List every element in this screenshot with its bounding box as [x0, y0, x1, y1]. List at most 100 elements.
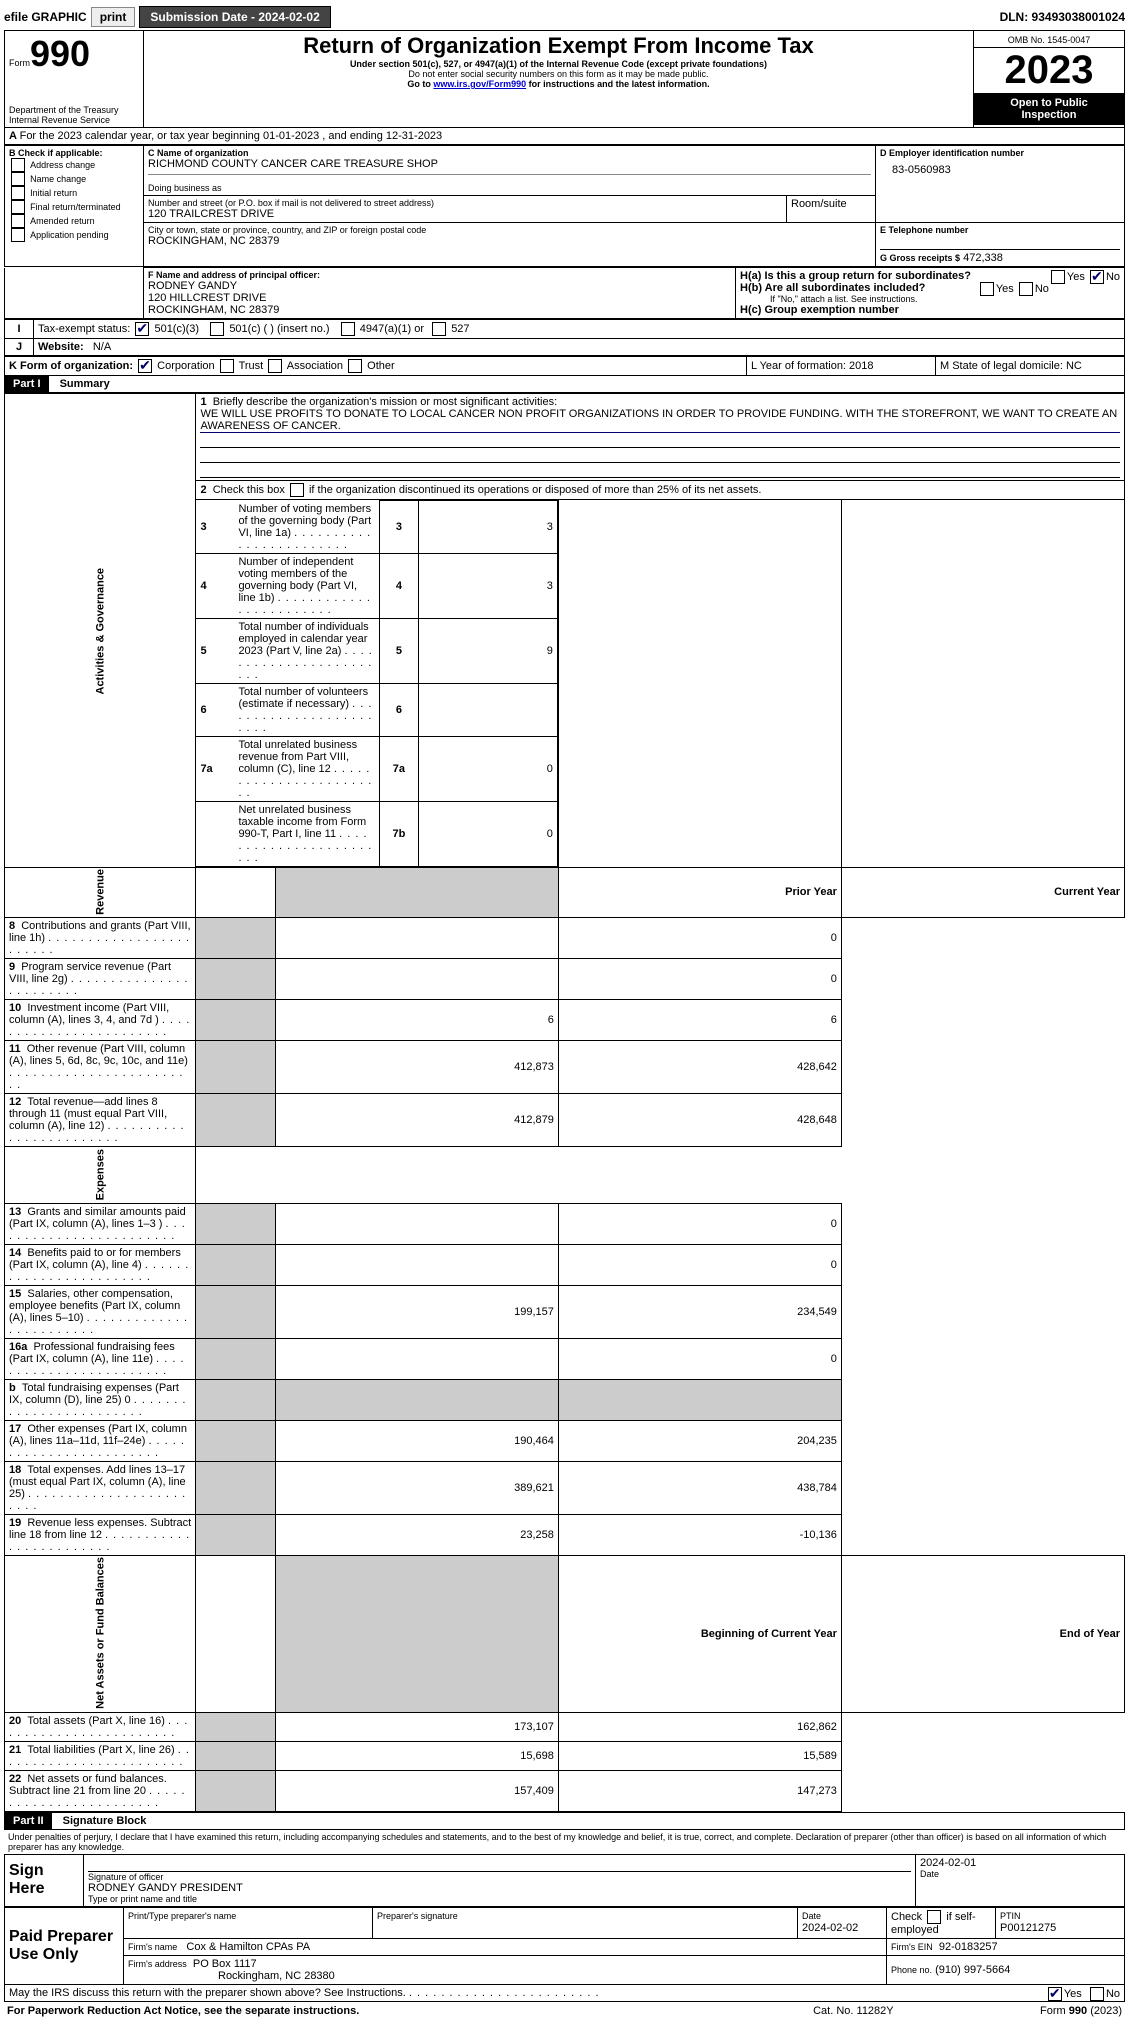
ein-value: 83-0560983	[880, 158, 1120, 176]
data-row: 20 Total assets (Part X, line 16) 173,10…	[5, 1712, 1125, 1741]
telephone-label: E Telephone number	[880, 225, 1120, 235]
dln-label: DLN: 93493038001024	[1000, 10, 1125, 24]
side-revenue: Revenue	[5, 867, 196, 918]
data-row: 17 Other expenses (Part IX, column (A), …	[5, 1420, 1125, 1461]
identification-block: B Check if applicable: Address change Na…	[4, 145, 1125, 267]
other-checkbox[interactable]	[348, 359, 362, 373]
website-label: Website:	[38, 341, 84, 353]
part2-title: Signature Block	[55, 1815, 147, 1827]
501c3-checkbox[interactable]	[135, 322, 149, 336]
corp-checkbox[interactable]	[138, 359, 152, 373]
cy-value: 6	[558, 1000, 841, 1041]
firm-addr-label: Firm's address	[128, 1959, 187, 1969]
state-domicile: M State of legal domicile: NC	[936, 357, 1125, 376]
527-checkbox[interactable]	[432, 322, 446, 336]
paid-preparer-label: Paid Preparer Use Only	[5, 1907, 124, 1984]
cy-value: 147,273	[558, 1770, 841, 1811]
py-value: 23,258	[275, 1514, 558, 1555]
data-row: 13 Grants and similar amounts paid (Part…	[5, 1203, 1125, 1244]
sig-date: 2024-02-01	[920, 1857, 1120, 1869]
ha-no-checkbox[interactable]	[1090, 270, 1104, 284]
initial-return-checkbox[interactable]	[11, 186, 25, 200]
submission-date-button[interactable]: Submission Date - 2024-02-02	[139, 6, 330, 28]
py-value	[275, 1338, 558, 1379]
prior-year-header: Prior Year	[558, 867, 841, 918]
amended-return-checkbox[interactable]	[11, 214, 25, 228]
application-pending-checkbox[interactable]	[11, 228, 25, 242]
data-row: b Total fundraising expenses (Part IX, c…	[5, 1379, 1125, 1420]
501c-checkbox[interactable]	[210, 322, 224, 336]
hb-note: If "No," attach a list. See instructions…	[740, 294, 1120, 304]
part1-header: Part I	[5, 376, 49, 392]
inspection-label: Open to Public Inspection	[974, 93, 1124, 125]
cy-value: 15,589	[558, 1741, 841, 1770]
part1-table: Activities & Governance 1 Briefly descri…	[4, 393, 1125, 1812]
bcy-header: Beginning of Current Year	[558, 1555, 841, 1712]
data-row: 22 Net assets or fund balances. Subtract…	[5, 1770, 1125, 1811]
officer-group-block: F Name and address of principal officer:…	[4, 267, 1125, 319]
efile-label: efile GRAPHIC	[4, 10, 87, 24]
line-a: A For the 2023 calendar year, or tax yea…	[4, 128, 1125, 145]
firm-name-label: Firm's name	[128, 1942, 177, 1952]
ha-row: H(a) Is this a group return for subordin…	[740, 270, 1120, 282]
print-button[interactable]: print	[91, 7, 136, 27]
city-value: ROCKINGHAM, NC 28379	[148, 235, 871, 247]
name-change-checkbox[interactable]	[11, 172, 25, 186]
irs-link[interactable]: www.irs.gov/Form990	[433, 79, 526, 89]
firm-name: Cox & Hamilton CPAs PA	[186, 1941, 310, 1953]
declaration-text: Under penalties of perjury, I declare th…	[4, 1830, 1125, 1854]
data-row: 16a Professional fundraising fees (Part …	[5, 1338, 1125, 1379]
officer-name: RODNEY GANDY	[148, 280, 731, 292]
room-suite-label: Room/suite	[787, 196, 876, 223]
officer-addr1: 120 HILLCREST DRIVE	[148, 292, 731, 304]
q1-prompt: Briefly describe the organization's miss…	[213, 396, 557, 408]
part1-title: Summary	[52, 378, 110, 390]
date-label: Date	[920, 1869, 1120, 1879]
cy-value: 234,549	[558, 1285, 841, 1338]
data-row: 12 Total revenue—add lines 8 through 11 …	[5, 1094, 1125, 1147]
py-value: 412,873	[275, 1041, 558, 1094]
address-change-checkbox[interactable]	[11, 158, 25, 172]
q2-checkbox[interactable]	[290, 483, 304, 497]
cat-no: Cat. No. 11282Y	[765, 2004, 941, 2018]
address-label: Number and street (or P.O. box if mail i…	[148, 198, 782, 208]
hb-yes-checkbox[interactable]	[980, 282, 994, 296]
prep-date: 2024-02-02	[802, 1922, 858, 1934]
org-name: RICHMOND COUNTY CANCER CARE TREASURE SHO…	[148, 158, 871, 170]
py-value: 412,879	[275, 1094, 558, 1147]
ptin-label: PTIN	[1000, 1911, 1021, 1921]
data-row: 9 Program service revenue (Part VIII, li…	[5, 959, 1125, 1000]
hb-no-checkbox[interactable]	[1019, 282, 1033, 296]
form-header: Form990 Department of the Treasury Inter…	[4, 30, 1125, 128]
assoc-checkbox[interactable]	[268, 359, 282, 373]
cy-value: 428,642	[558, 1041, 841, 1094]
footer: For Paperwork Reduction Act Notice, see …	[4, 2002, 1125, 2020]
self-employed-checkbox[interactable]	[927, 1910, 941, 1924]
discuss-yes-checkbox[interactable]	[1048, 1987, 1062, 2001]
trust-checkbox[interactable]	[220, 359, 234, 373]
py-value: 389,621	[275, 1461, 558, 1514]
data-row: 15 Salaries, other compensation, employe…	[5, 1285, 1125, 1338]
part2-header: Part II	[5, 1813, 52, 1829]
department-label: Department of the Treasury Internal Reve…	[9, 105, 139, 125]
side-ag: Activities & Governance	[5, 394, 196, 868]
form-footer: Form 990 (2023)	[944, 2004, 1123, 2018]
form-label: Form	[9, 58, 30, 68]
discuss-no-checkbox[interactable]	[1090, 1987, 1104, 2001]
py-value	[275, 959, 558, 1000]
4947-checkbox[interactable]	[341, 322, 355, 336]
toolbar: efile GRAPHIC print Submission Date - 20…	[4, 4, 1125, 30]
py-value: 6	[275, 1000, 558, 1041]
omb-label: OMB No. 1545-0047	[974, 33, 1124, 48]
website-value: N/A	[93, 341, 111, 353]
prep-name-label: Print/Type preparer's name	[128, 1911, 236, 1921]
sig-type-label: Type or print name and title	[88, 1894, 911, 1904]
cy-value: 0	[558, 959, 841, 1000]
final-return-checkbox[interactable]	[11, 200, 25, 214]
prep-sig-label: Preparer's signature	[377, 1911, 458, 1921]
cy-value: 0	[558, 1203, 841, 1244]
phone-label: Phone no.	[891, 1965, 932, 1975]
py-value	[275, 1203, 558, 1244]
ha-yes-checkbox[interactable]	[1051, 270, 1065, 284]
form-org-block: K Form of organization: Corporation Trus…	[4, 356, 1125, 376]
